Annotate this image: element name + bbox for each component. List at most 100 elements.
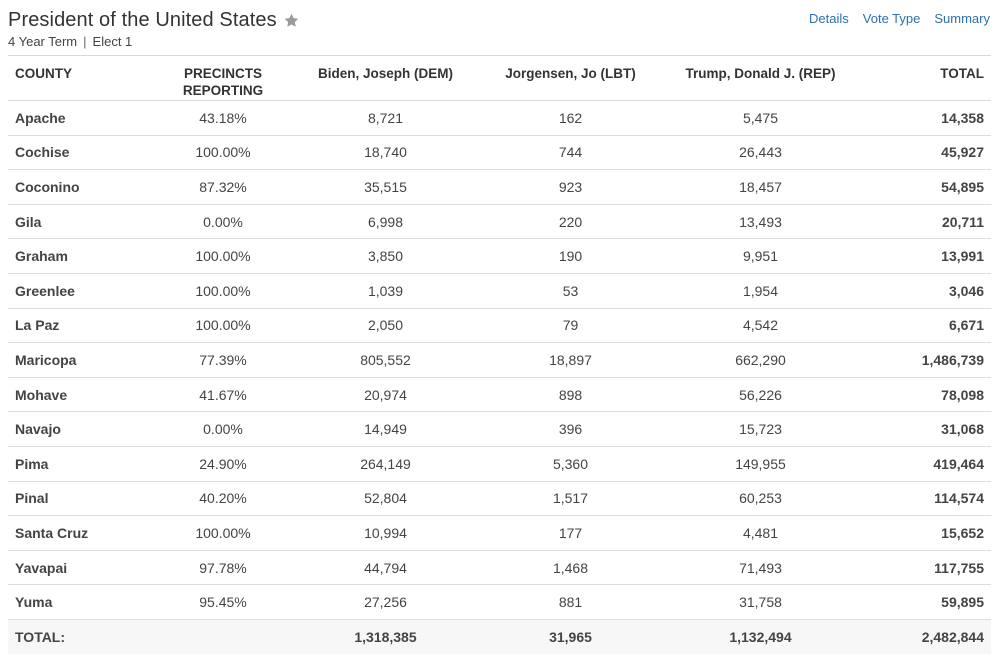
star-icon[interactable] (283, 12, 300, 29)
precincts-cell: 87.32% (158, 169, 288, 205)
title-row: President of the United States (8, 6, 992, 34)
table-row[interactable]: La Paz 100.00% 2,050 79 4,542 6,671 (8, 308, 991, 344)
precincts-cell: 43.18% (158, 100, 288, 136)
view-links: Details Vote Type Summary (809, 11, 990, 26)
biden-votes-cell: 27,256 (288, 584, 483, 620)
precincts-cell: 77.39% (158, 342, 288, 378)
table-row[interactable]: Apache 43.18% 8,721 162 5,475 14,358 (8, 100, 991, 136)
table-row[interactable]: Navajo 0.00% 14,949 396 15,723 31,068 (8, 411, 991, 447)
table-row[interactable]: Coconino 87.32% 35,515 923 18,457 54,895 (8, 169, 991, 205)
totals-biden: 1,318,385 (288, 619, 483, 654)
total-votes-cell: 31,068 (863, 411, 991, 447)
results-table: COUNTY PRECINCTS REPORTING Biden, Joseph… (8, 55, 991, 654)
jorgensen-votes-cell: 1,517 (483, 481, 658, 517)
trump-votes-cell: 56,226 (658, 377, 863, 413)
precincts-cell: 41.67% (158, 377, 288, 413)
biden-votes-cell: 805,552 (288, 342, 483, 378)
summary-link[interactable]: Summary (934, 11, 990, 26)
trump-votes-cell: 4,481 (658, 515, 863, 551)
total-votes-cell: 45,927 (863, 135, 991, 171)
total-votes-cell: 78,098 (863, 377, 991, 413)
county-cell[interactable]: Maricopa (8, 342, 158, 378)
precincts-cell: 100.00% (158, 238, 288, 274)
column-header-biden[interactable]: Biden, Joseph (DEM) (288, 55, 483, 101)
totals-total: 2,482,844 (863, 619, 991, 654)
totals-jorgensen: 31,965 (483, 619, 658, 654)
jorgensen-votes-cell: 923 (483, 169, 658, 205)
jorgensen-votes-cell: 898 (483, 377, 658, 413)
jorgensen-votes-cell: 744 (483, 135, 658, 171)
trump-votes-cell: 4,542 (658, 308, 863, 344)
jorgensen-votes-cell: 18,897 (483, 342, 658, 378)
biden-votes-cell: 2,050 (288, 308, 483, 344)
jorgensen-votes-cell: 881 (483, 584, 658, 620)
table-row[interactable]: Santa Cruz 100.00% 10,994 177 4,481 15,652 (8, 515, 991, 551)
trump-votes-cell: 662,290 (658, 342, 863, 378)
table-row[interactable]: Greenlee 100.00% 1,039 53 1,954 3,046 (8, 273, 991, 309)
precincts-cell: 95.45% (158, 584, 288, 620)
term-label: 4 Year Term (8, 34, 78, 49)
precincts-cell: 100.00% (158, 273, 288, 309)
table-row[interactable]: Yavapai 97.78% 44,794 1,468 71,493 117,755 (8, 550, 991, 586)
column-header-trump[interactable]: Trump, Donald J. (REP) (658, 55, 863, 101)
biden-votes-cell: 20,974 (288, 377, 483, 413)
subtitle-separator: | (83, 34, 87, 49)
jorgensen-votes-cell: 53 (483, 273, 658, 309)
table-row[interactable]: Maricopa 77.39% 805,552 18,897 662,290 1,486,… (8, 342, 991, 378)
trump-votes-cell: 31,758 (658, 584, 863, 620)
jorgensen-votes-cell: 5,360 (483, 446, 658, 482)
jorgensen-votes-cell: 177 (483, 515, 658, 551)
county-cell[interactable]: Navajo (8, 411, 158, 447)
biden-votes-cell: 14,949 (288, 411, 483, 447)
biden-votes-cell: 8,721 (288, 100, 483, 136)
column-header-total[interactable]: TOTAL (863, 55, 991, 101)
column-header-jorgensen[interactable]: Jorgensen, Jo (LBT) (483, 55, 658, 101)
vote-type-link[interactable]: Vote Type (862, 11, 921, 26)
biden-votes-cell: 10,994 (288, 515, 483, 551)
totals-row: TOTAL: 1,318,385 31,965 1,132,494 2,482,… (8, 619, 991, 654)
table-row[interactable]: Pima 24.90% 264,149 5,360 149,955 419,464 (8, 446, 991, 482)
county-cell[interactable]: Mohave (8, 377, 158, 413)
biden-votes-cell: 1,039 (288, 273, 483, 309)
total-votes-cell: 419,464 (863, 446, 991, 482)
total-votes-cell: 15,652 (863, 515, 991, 551)
precincts-cell: 100.00% (158, 515, 288, 551)
precincts-cell: 40.20% (158, 481, 288, 517)
trump-votes-cell: 26,443 (658, 135, 863, 171)
table-row[interactable]: Graham 100.00% 3,850 190 9,951 13,991 (8, 238, 991, 274)
county-cell[interactable]: Gila (8, 204, 158, 240)
table-row[interactable]: Yuma 95.45% 27,256 881 31,758 59,895 (8, 584, 991, 620)
county-cell[interactable]: Greenlee (8, 273, 158, 309)
race-header: President of the United States 4 Year Te… (8, 6, 992, 52)
jorgensen-votes-cell: 220 (483, 204, 658, 240)
county-cell[interactable]: Graham (8, 238, 158, 274)
biden-votes-cell: 44,794 (288, 550, 483, 586)
county-cell[interactable]: Pima (8, 446, 158, 482)
county-cell[interactable]: Santa Cruz (8, 515, 158, 551)
county-cell[interactable]: Coconino (8, 169, 158, 205)
total-votes-cell: 20,711 (863, 204, 991, 240)
county-cell[interactable]: Cochise (8, 135, 158, 171)
table-row[interactable]: Mohave 41.67% 20,974 898 56,226 78,098 (8, 377, 991, 413)
biden-votes-cell: 18,740 (288, 135, 483, 171)
table-row[interactable]: Cochise 100.00% 18,740 744 26,443 45,927 (8, 135, 991, 171)
table-row[interactable]: Pinal 40.20% 52,804 1,517 60,253 114,574 (8, 481, 991, 517)
county-cell[interactable]: Yavapai (8, 550, 158, 586)
jorgensen-votes-cell: 162 (483, 100, 658, 136)
total-votes-cell: 114,574 (863, 481, 991, 517)
county-cell[interactable]: Pinal (8, 481, 158, 517)
column-header-county[interactable]: COUNTY (8, 55, 158, 101)
column-header-precincts[interactable]: PRECINCTS REPORTING (158, 55, 288, 101)
details-link[interactable]: Details (809, 11, 849, 26)
trump-votes-cell: 149,955 (658, 446, 863, 482)
biden-votes-cell: 3,850 (288, 238, 483, 274)
county-cell[interactable]: Apache (8, 100, 158, 136)
jorgensen-votes-cell: 396 (483, 411, 658, 447)
totals-label: TOTAL: (8, 619, 158, 654)
county-cell[interactable]: Yuma (8, 584, 158, 620)
table-header-row: COUNTY PRECINCTS REPORTING Biden, Joseph… (8, 55, 991, 101)
precincts-cell: 0.00% (158, 204, 288, 240)
table-row[interactable]: Gila 0.00% 6,998 220 13,493 20,711 (8, 204, 991, 240)
totals-precincts (158, 619, 288, 654)
county-cell[interactable]: La Paz (8, 308, 158, 344)
